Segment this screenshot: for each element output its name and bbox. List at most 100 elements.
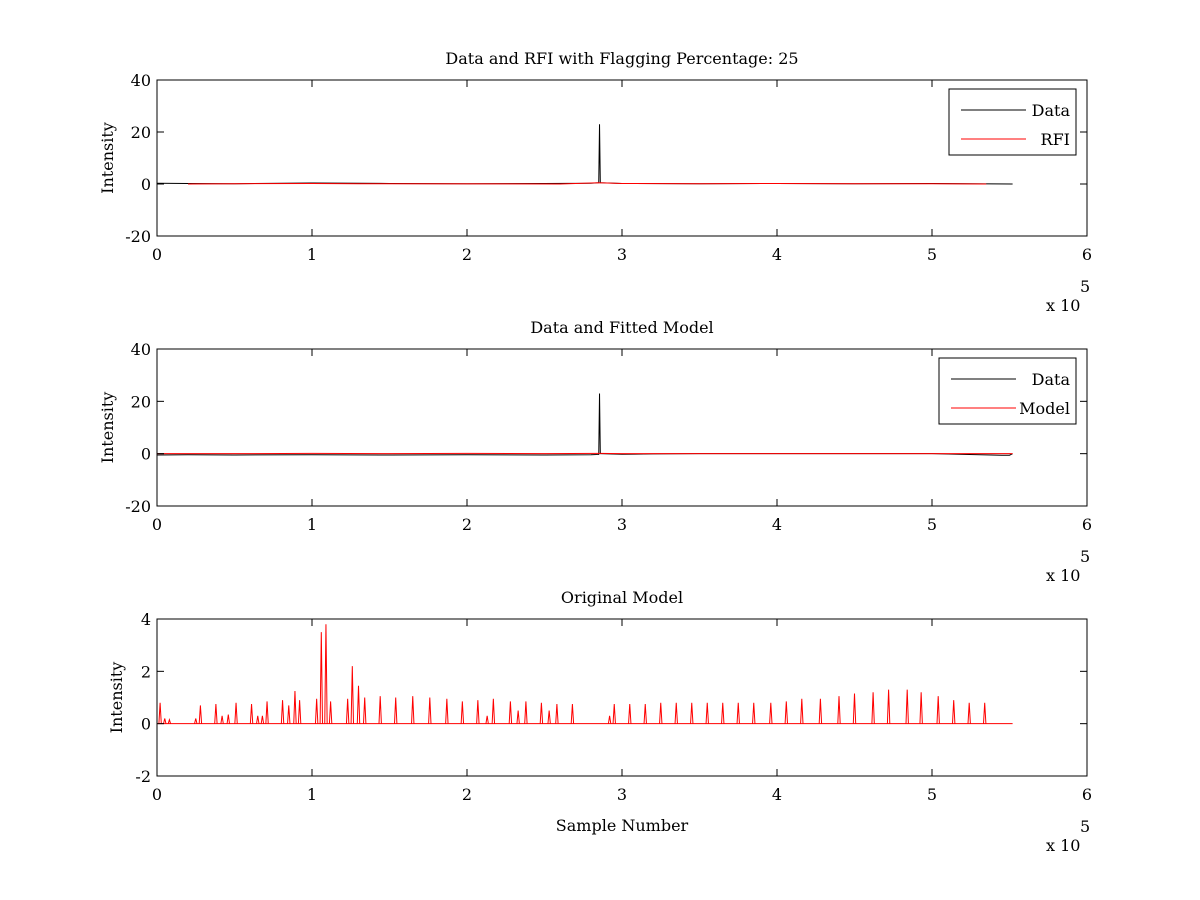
axes-frame <box>156 618 1088 777</box>
spike-mark <box>674 702 678 724</box>
spike-mark <box>491 698 496 724</box>
spike-mark <box>539 702 544 724</box>
x-tick-label: 0 <box>152 245 162 264</box>
x-axis-multiplier-exponent: 5 <box>1080 817 1090 836</box>
x-tick-label: 1 <box>307 515 317 534</box>
spike-mark <box>705 702 709 724</box>
x-tick-label: 4 <box>772 785 782 804</box>
x-tick-label: 5 <box>927 785 937 804</box>
spike-mark <box>570 704 575 724</box>
x-axis-multiplier: x 10 <box>1046 836 1080 855</box>
spike-mark <box>428 697 432 724</box>
spike-mark <box>524 701 528 724</box>
spike-mark <box>919 692 923 724</box>
spike-mark <box>516 710 520 724</box>
legend-frame <box>948 88 1077 156</box>
spike-mark <box>784 701 788 724</box>
spike-mark <box>460 701 465 724</box>
spike-mark <box>297 700 302 724</box>
y-tick-label: 20 <box>131 123 151 142</box>
spike-mark <box>800 698 804 724</box>
y-tick-label: 0 <box>141 175 151 194</box>
y-tick-label: 40 <box>131 71 151 90</box>
spike-mark <box>319 632 323 724</box>
plot-area <box>157 124 1013 185</box>
spike-mark <box>350 666 354 724</box>
spike-mark <box>983 702 987 724</box>
spike-mark <box>158 702 162 724</box>
chart-title: Data and RFI with Flagging Percentage: 2… <box>445 49 798 68</box>
spike-mark <box>214 704 218 724</box>
x-tick-label: 6 <box>1082 785 1092 804</box>
spike-mark <box>265 701 269 724</box>
spike-mark <box>936 696 940 724</box>
spike-mark <box>690 702 694 724</box>
spike-mark <box>363 697 367 724</box>
spike-mark <box>356 685 361 724</box>
spike-mark <box>167 718 172 724</box>
axes-frame <box>156 348 1088 507</box>
spike-mark <box>508 701 513 724</box>
x-tick-label: 2 <box>462 245 472 264</box>
spike-mark <box>256 715 260 724</box>
legend-entry: Model <box>1019 399 1070 418</box>
spike-mark <box>394 697 398 724</box>
spike-mark <box>886 689 891 724</box>
spike-mark <box>345 698 350 724</box>
chart-title: Original Model <box>561 588 683 607</box>
spike-mark <box>905 689 909 724</box>
spike-mark <box>324 624 328 724</box>
y-tick-label: 4 <box>141 610 151 629</box>
y-tick-label: 0 <box>141 715 151 734</box>
chart-title: Data and Fitted Model <box>530 318 713 337</box>
x-axis-multiplier: x 10 <box>1046 566 1080 585</box>
spike-mark <box>194 718 198 724</box>
spike-mark <box>293 690 297 724</box>
spike-mark <box>411 696 415 724</box>
y-axis-label: Intensity <box>98 392 117 464</box>
x-axis-multiplier-exponent: 5 <box>1080 547 1090 566</box>
spike-mark <box>628 704 632 724</box>
spike-mark <box>260 715 265 724</box>
x-tick-label: 1 <box>307 785 317 804</box>
legend-entry: RFI <box>1041 130 1070 149</box>
legend-entry: Data <box>1032 370 1071 389</box>
spike-mark <box>659 702 663 724</box>
y-tick-label: 0 <box>141 445 151 464</box>
x-tick-label: 0 <box>152 785 162 804</box>
spike-mark <box>226 714 230 724</box>
y-tick-label: 20 <box>131 392 151 411</box>
x-tick-label: 5 <box>927 245 937 264</box>
y-tick-label: 40 <box>131 340 151 359</box>
x-tick-label: 4 <box>772 245 782 264</box>
x-tick-label: 6 <box>1082 515 1092 534</box>
spike-mark <box>721 702 725 724</box>
x-tick-label: 5 <box>927 515 937 534</box>
x-tick-label: 3 <box>617 245 627 264</box>
x-tick-label: 3 <box>617 785 627 804</box>
legend-frame <box>938 357 1077 425</box>
x-axis-multiplier: x 10 <box>1046 296 1080 315</box>
x-tick-label: 4 <box>772 515 782 534</box>
x-tick-label: 2 <box>462 515 472 534</box>
spike-mark <box>234 702 238 724</box>
spike-mark <box>378 696 382 724</box>
legend: Data RFI <box>948 88 1077 156</box>
x-tick-label: 1 <box>307 245 317 264</box>
y-axis-label: Intensity <box>107 662 126 734</box>
y-tick-label: 2 <box>141 662 151 681</box>
spike-mark <box>547 710 551 724</box>
axes-frame <box>156 79 1088 237</box>
y-tick-label: -2 <box>135 767 151 786</box>
y-tick-label: -20 <box>125 497 151 516</box>
spike-mark <box>163 718 167 724</box>
x-axis-label: Sample Number <box>556 816 689 835</box>
y-axis-label: Intensity <box>98 122 117 194</box>
spike-mark <box>612 704 616 724</box>
spike-mark <box>769 702 773 724</box>
spike-mark <box>871 692 875 724</box>
spike-mark <box>314 698 319 724</box>
